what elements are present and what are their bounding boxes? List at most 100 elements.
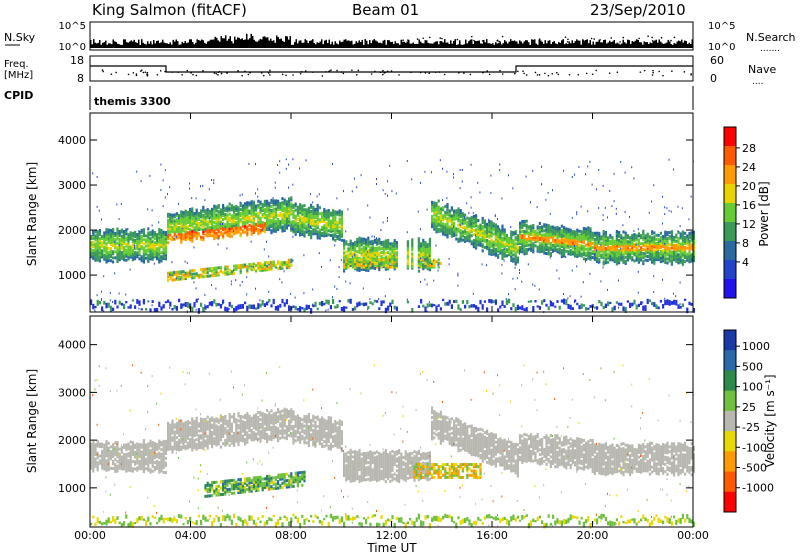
- power-noise: [215, 287, 217, 290]
- power-cell: [358, 240, 361, 244]
- power-cell: [160, 251, 163, 255]
- nsky-bar: [459, 40, 461, 48]
- power-noise: [233, 307, 236, 313]
- power-cell: [241, 212, 244, 216]
- power-noise: [560, 299, 563, 303]
- power-cell: [549, 229, 552, 233]
- power-cell: [261, 263, 264, 267]
- nave-dot: [410, 71, 412, 74]
- nsky-bar: [103, 42, 105, 48]
- power-cell: [461, 234, 464, 238]
- power-noise: [426, 208, 428, 211]
- power-cell: [499, 231, 502, 235]
- power-cell: [204, 211, 207, 215]
- power-cell: [266, 261, 269, 265]
- power-cell: [618, 259, 621, 263]
- power-noise: [541, 300, 544, 305]
- power-cell: [514, 230, 517, 234]
- power-noise: [653, 275, 655, 278]
- power-cell: [316, 230, 319, 234]
- power-noise: [464, 216, 465, 219]
- power-cell: [98, 239, 101, 243]
- power-cell: [552, 247, 555, 251]
- power-cell: [468, 239, 471, 243]
- nsky-bar: [310, 40, 312, 48]
- power-cell: [387, 243, 390, 247]
- power-cell: [351, 254, 354, 258]
- power-cell: [290, 260, 293, 264]
- power-cell: [604, 236, 607, 240]
- power-cell: [261, 212, 264, 216]
- power-cell: [668, 253, 671, 257]
- power-cell: [457, 229, 460, 233]
- nsky-bar: [624, 42, 626, 48]
- power-cell: [164, 239, 167, 243]
- power-cell: [503, 254, 506, 258]
- power-cell: [530, 230, 533, 234]
- power-noise: [318, 252, 320, 255]
- power-cell: [514, 232, 517, 236]
- power-noise: [543, 240, 545, 243]
- power-cell: [101, 237, 104, 241]
- power-cell: [688, 248, 691, 252]
- nsky-noise-trace: [90, 33, 693, 48]
- power-cell: [521, 244, 524, 248]
- power-noise: [637, 270, 639, 273]
- power-cell: [184, 277, 187, 281]
- power-noise: [541, 165, 542, 168]
- power-cell: [549, 253, 552, 257]
- power-cell: [486, 247, 489, 251]
- power-cell: [369, 240, 372, 244]
- power-cell: [180, 270, 183, 274]
- nsky-bar: [264, 36, 266, 48]
- power-cell: [279, 220, 282, 224]
- power-cell: [552, 227, 555, 231]
- power-noise: [382, 300, 385, 304]
- power-noise: [543, 299, 546, 303]
- power-cell: [659, 258, 662, 262]
- power-cell: [277, 226, 280, 230]
- power-cell: [279, 266, 282, 270]
- power-noise: [120, 202, 122, 205]
- power-cell: [340, 224, 343, 228]
- power-noise: [246, 202, 248, 205]
- nsky-bar: [258, 40, 260, 48]
- nave-dot: [482, 71, 484, 74]
- power-cell: [270, 231, 273, 235]
- power-cell: [457, 223, 460, 227]
- power-cell: [343, 267, 346, 271]
- power-cell: [217, 234, 220, 238]
- power-cell: [182, 273, 185, 277]
- power-cell: [631, 241, 634, 245]
- nave-dot: [522, 70, 524, 72]
- power-cell: [560, 250, 563, 254]
- power-noise: [536, 206, 538, 209]
- power-cell: [486, 234, 489, 238]
- power-cell: [541, 237, 544, 241]
- power-cell: [356, 240, 359, 244]
- power-cell: [591, 235, 594, 239]
- power-cell: [345, 256, 348, 260]
- power-cell: [499, 241, 502, 245]
- power-cell: [131, 256, 134, 260]
- power-cell: [140, 245, 143, 249]
- power-noise: [675, 295, 677, 298]
- power-cell: [147, 253, 150, 257]
- power-noise: [340, 306, 343, 312]
- power-cell: [162, 253, 165, 257]
- power-cell: [655, 250, 658, 254]
- power-cell: [226, 267, 229, 271]
- power-cell: [497, 235, 500, 239]
- power-cell: [521, 230, 524, 234]
- power-cell: [378, 263, 381, 267]
- power-noise: [129, 268, 131, 271]
- power-cell: [574, 254, 577, 258]
- power-cell: [633, 259, 636, 263]
- nsky-bar: [162, 39, 164, 48]
- power-cell: [582, 235, 585, 239]
- power-cell: [257, 203, 260, 207]
- power-cell: [226, 207, 229, 211]
- power-cell: [376, 256, 379, 260]
- power-cell: [118, 252, 121, 256]
- power-cell: [180, 210, 183, 214]
